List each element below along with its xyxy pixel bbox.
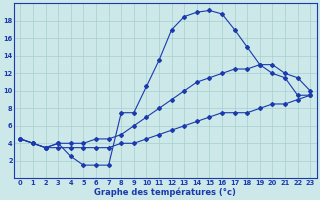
X-axis label: Graphe des températures (°c): Graphe des températures (°c): [94, 187, 236, 197]
